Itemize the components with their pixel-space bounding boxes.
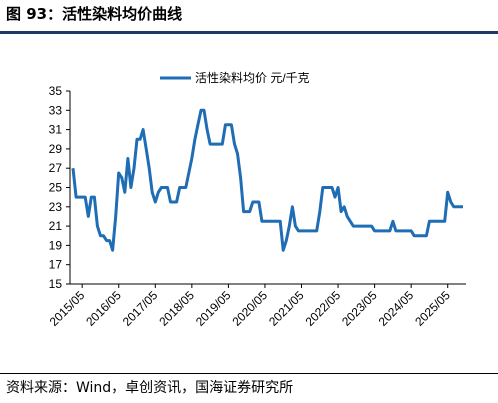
x-tick-label: 2016/05 xyxy=(83,288,124,329)
y-tick-label: 15 xyxy=(49,277,63,291)
legend: 活性染料均价 元/千克 xyxy=(160,70,310,85)
y-tick-label: 33 xyxy=(49,103,63,117)
x-tick-label: 2021/05 xyxy=(266,288,307,329)
y-tick-label: 21 xyxy=(49,219,63,233)
x-tick-label: 2022/05 xyxy=(303,288,344,329)
legend-label: 活性染料均价 元/千克 xyxy=(195,70,310,85)
price-line-chart: 15 17 19 21 23 25 27 29 31 33 35 2015/052016/052017… xyxy=(47,70,466,329)
x-tick-label: 2023/05 xyxy=(339,288,380,329)
x-tick-label: 2017/05 xyxy=(120,288,161,329)
x-tick-label: 2025/05 xyxy=(412,288,453,329)
y-tick-label: 35 xyxy=(49,84,63,98)
source-note: 资料来源：Wind，卓创资讯，国海证券研究所 xyxy=(6,380,294,396)
x-tick-label: 2019/05 xyxy=(193,288,234,329)
y-tick-label: 31 xyxy=(49,123,63,137)
y-tick-label: 19 xyxy=(49,238,63,252)
plot-area xyxy=(71,108,463,252)
y-tick-label: 29 xyxy=(49,142,63,156)
y-tick-label: 25 xyxy=(49,181,63,195)
x-tick-label: 2018/05 xyxy=(156,288,197,329)
title-rule xyxy=(0,31,498,34)
source-rule xyxy=(0,373,498,374)
x-tick-label: 2020/05 xyxy=(229,288,270,329)
y-tick-label: 23 xyxy=(49,200,63,214)
x-tick-label: 2024/05 xyxy=(376,288,417,329)
y-tick-label: 17 xyxy=(49,258,63,272)
x-tick-label: 2015/05 xyxy=(47,288,88,329)
figure-title: 图 93：活性染料均价曲线 xyxy=(6,5,183,23)
y-tick-label: 27 xyxy=(49,161,63,175)
series-line xyxy=(71,108,463,252)
